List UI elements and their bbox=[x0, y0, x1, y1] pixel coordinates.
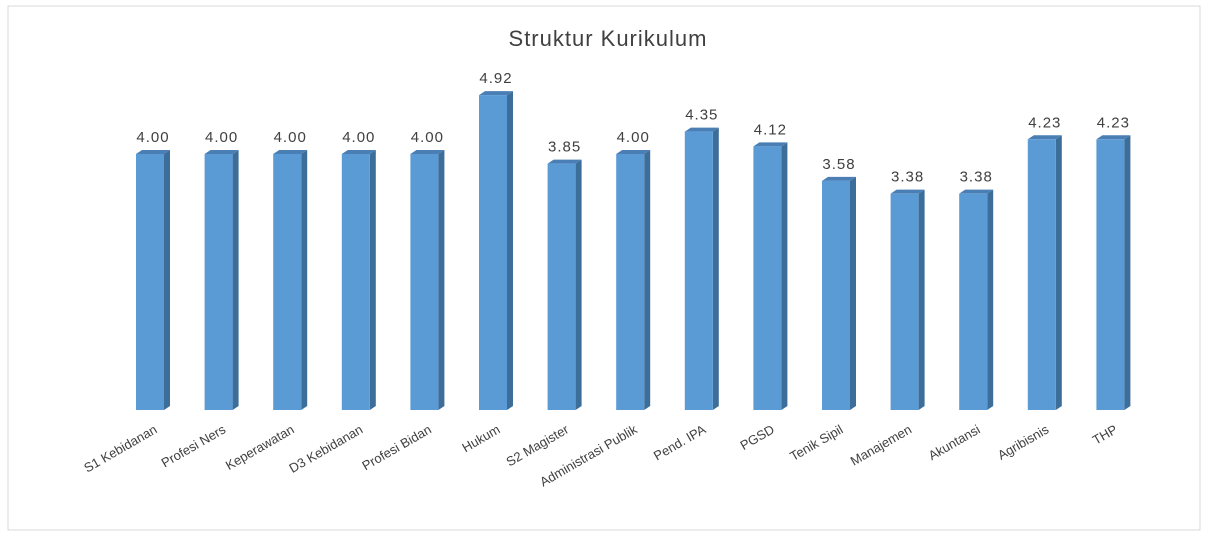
data-label: 4.23 bbox=[1097, 114, 1130, 131]
data-label: 4.00 bbox=[136, 129, 169, 146]
data-label: 4.23 bbox=[1028, 114, 1061, 131]
bar-top bbox=[341, 150, 376, 154]
bar-side bbox=[644, 150, 651, 410]
bar-top bbox=[136, 150, 170, 154]
chart-title: Struktur Kurikulum bbox=[509, 26, 708, 51]
bar bbox=[341, 154, 370, 410]
data-label: 3.85 bbox=[548, 139, 581, 156]
bar-top bbox=[684, 127, 719, 132]
bar-side bbox=[987, 189, 994, 410]
bar-side bbox=[781, 142, 788, 410]
data-label: 3.38 bbox=[891, 169, 924, 186]
data-label: 3.58 bbox=[822, 156, 855, 173]
data-label: 4.00 bbox=[617, 129, 650, 146]
bar-top bbox=[410, 150, 445, 154]
bar-top bbox=[1027, 135, 1062, 140]
bar-top bbox=[273, 150, 308, 154]
bar bbox=[1096, 139, 1125, 410]
bar bbox=[753, 146, 782, 410]
bar bbox=[547, 163, 576, 410]
bar-top bbox=[890, 189, 925, 194]
bar-top bbox=[753, 142, 788, 147]
bar-top bbox=[959, 189, 994, 194]
bar bbox=[204, 154, 233, 410]
bar-side bbox=[438, 150, 445, 410]
bar-top bbox=[204, 150, 239, 154]
data-label: 4.00 bbox=[205, 129, 238, 146]
data-label: 4.00 bbox=[274, 129, 307, 146]
bar-top bbox=[822, 176, 856, 181]
bar bbox=[410, 154, 439, 410]
bar bbox=[959, 193, 988, 410]
bar-side bbox=[1124, 135, 1131, 410]
bar-side bbox=[575, 159, 582, 410]
bar-side bbox=[232, 150, 239, 410]
bar-top bbox=[616, 150, 651, 154]
bar-side bbox=[712, 127, 719, 410]
bar-side bbox=[301, 150, 308, 410]
data-label: 4.00 bbox=[411, 129, 444, 146]
bar-side bbox=[918, 189, 925, 410]
data-label: 4.00 bbox=[342, 129, 375, 146]
bar bbox=[136, 154, 164, 410]
data-label: 4.35 bbox=[685, 107, 718, 124]
bar bbox=[616, 154, 645, 410]
bar bbox=[273, 154, 302, 410]
bar-top bbox=[547, 159, 582, 164]
data-label: 4.12 bbox=[754, 121, 787, 138]
data-label: 3.38 bbox=[960, 169, 993, 186]
bar-side bbox=[164, 150, 170, 410]
bar bbox=[1027, 139, 1056, 410]
bar bbox=[890, 193, 919, 410]
bar-side bbox=[850, 176, 856, 410]
bar-side bbox=[369, 150, 376, 410]
bar bbox=[822, 180, 850, 410]
data-label: 4.92 bbox=[479, 70, 512, 87]
bar bbox=[479, 95, 507, 411]
bar-top bbox=[479, 91, 513, 96]
bar-side bbox=[507, 91, 513, 411]
bar-side bbox=[1055, 135, 1062, 410]
bar bbox=[684, 131, 713, 410]
bar-top bbox=[1096, 135, 1131, 140]
